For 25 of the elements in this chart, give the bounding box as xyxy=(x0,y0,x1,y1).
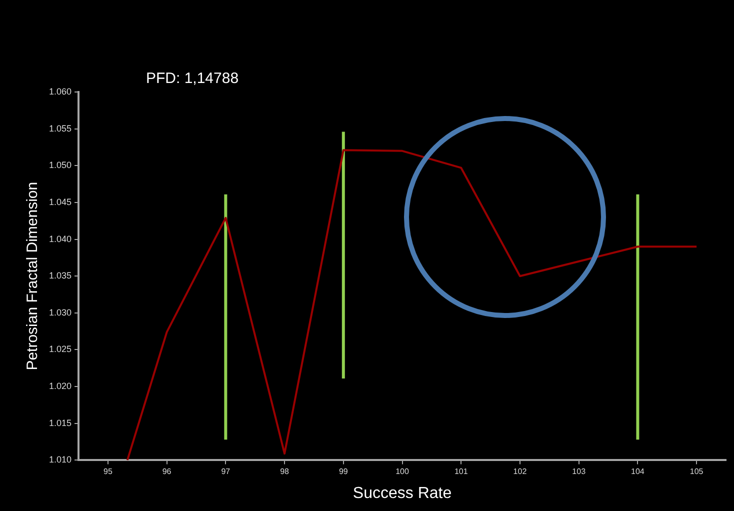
y-tick-label: 1.045 xyxy=(48,196,72,207)
y-tick-label: 1.010 xyxy=(48,454,72,465)
x-tick-label: 98 xyxy=(280,467,290,476)
x-tick-label: 96 xyxy=(162,467,172,476)
x-tick-label: 103 xyxy=(572,467,586,476)
x-tick-label: 100 xyxy=(396,467,410,476)
y-tick-label: 1.020 xyxy=(48,381,72,392)
x-tick-label: 105 xyxy=(690,467,704,476)
y-tick-label: 1.015 xyxy=(48,418,72,428)
text: PFD: 1,14788 xyxy=(146,70,239,88)
y-tick-label: 1.035 xyxy=(48,270,72,281)
x-tick-label: 97 xyxy=(221,467,231,476)
y-tick-label: 1.025 xyxy=(48,344,72,354)
x-tick-label: 101 xyxy=(454,467,468,476)
y-tick-label: 1.050 xyxy=(48,160,72,170)
y-tick-label: 1.030 xyxy=(48,307,72,318)
x-tick-label: 102 xyxy=(513,467,528,476)
x-tick-label: 99 xyxy=(338,467,348,476)
x-axis-title: Success Rate xyxy=(352,484,452,502)
x-tick-label: 104 xyxy=(631,467,645,476)
y-tick-label: 1.040 xyxy=(48,234,72,244)
x-tick-label: 95 xyxy=(104,467,113,476)
y-tick-label: 1.060 xyxy=(48,86,72,96)
y-tick-label: 1.055 xyxy=(48,123,72,134)
y-axis-title: Petrosian Fractal Dimension xyxy=(24,182,42,370)
